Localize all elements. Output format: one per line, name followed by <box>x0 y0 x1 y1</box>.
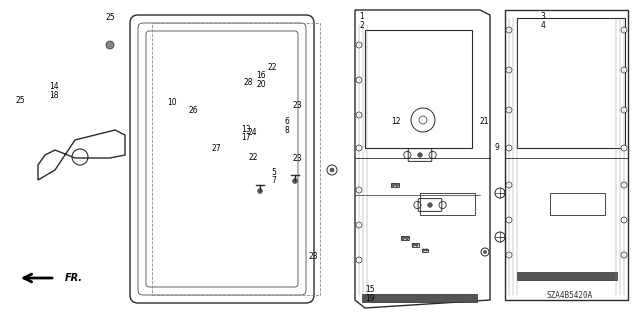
Circle shape <box>258 189 262 193</box>
Circle shape <box>483 250 486 254</box>
Text: 22: 22 <box>248 153 257 162</box>
Text: 23: 23 <box>292 154 302 163</box>
Text: 28: 28 <box>244 78 253 87</box>
Circle shape <box>106 41 114 49</box>
Bar <box>517 272 617 280</box>
Circle shape <box>392 183 395 187</box>
Circle shape <box>422 249 425 251</box>
Circle shape <box>621 182 627 188</box>
Bar <box>420 193 475 215</box>
Circle shape <box>356 112 362 118</box>
Bar <box>422 249 428 251</box>
Text: 23: 23 <box>292 101 303 110</box>
Text: 26: 26 <box>188 106 198 115</box>
Circle shape <box>506 145 512 151</box>
Text: 1: 1 <box>359 12 364 21</box>
Circle shape <box>356 42 362 48</box>
Text: 24: 24 <box>247 128 257 137</box>
Text: 13: 13 <box>241 125 252 134</box>
Circle shape <box>330 168 334 172</box>
Text: 21: 21 <box>479 117 488 126</box>
Circle shape <box>506 107 512 113</box>
Circle shape <box>356 187 362 193</box>
Text: 18: 18 <box>50 91 59 100</box>
Text: SZA4B5420A: SZA4B5420A <box>547 291 593 300</box>
Circle shape <box>621 145 627 151</box>
Bar <box>550 193 605 215</box>
Text: 22: 22 <box>268 63 276 72</box>
Bar <box>152 23 320 295</box>
Circle shape <box>426 249 428 251</box>
Circle shape <box>428 203 432 207</box>
Text: 25: 25 <box>15 96 26 105</box>
Circle shape <box>418 153 422 157</box>
Text: 2: 2 <box>359 21 364 30</box>
Text: 17: 17 <box>241 133 252 142</box>
Circle shape <box>356 222 362 228</box>
Text: 19: 19 <box>365 294 375 303</box>
Text: 23: 23 <box>308 252 319 261</box>
Text: FR.: FR. <box>65 273 83 283</box>
Text: 15: 15 <box>365 285 375 294</box>
Text: 16: 16 <box>256 71 266 80</box>
Circle shape <box>506 67 512 73</box>
Circle shape <box>506 252 512 258</box>
Text: 3: 3 <box>540 12 545 21</box>
Circle shape <box>621 107 627 113</box>
Circle shape <box>405 236 408 240</box>
Bar <box>412 243 419 247</box>
Circle shape <box>621 27 627 33</box>
Circle shape <box>292 179 298 183</box>
Text: 25: 25 <box>105 13 115 22</box>
Circle shape <box>621 217 627 223</box>
Circle shape <box>356 77 362 83</box>
Text: 5: 5 <box>271 168 276 177</box>
Circle shape <box>506 182 512 188</box>
Text: 12: 12 <box>391 117 400 126</box>
Text: 8: 8 <box>284 126 289 135</box>
Text: 10: 10 <box>166 98 177 107</box>
Circle shape <box>356 145 362 151</box>
Circle shape <box>396 183 399 187</box>
Circle shape <box>506 27 512 33</box>
Circle shape <box>356 257 362 263</box>
Text: 27: 27 <box>211 144 221 153</box>
Text: 14: 14 <box>49 82 60 91</box>
Circle shape <box>621 252 627 258</box>
Text: 9: 9 <box>494 143 499 152</box>
Circle shape <box>621 67 627 73</box>
Text: 7: 7 <box>271 176 276 185</box>
Circle shape <box>506 217 512 223</box>
Bar <box>401 236 409 240</box>
Circle shape <box>401 236 404 240</box>
Text: 4: 4 <box>540 21 545 30</box>
Bar <box>362 294 477 302</box>
Bar <box>391 183 399 187</box>
Circle shape <box>412 244 415 246</box>
Circle shape <box>415 244 418 246</box>
Text: 6: 6 <box>284 117 289 126</box>
Text: 20: 20 <box>256 80 266 89</box>
